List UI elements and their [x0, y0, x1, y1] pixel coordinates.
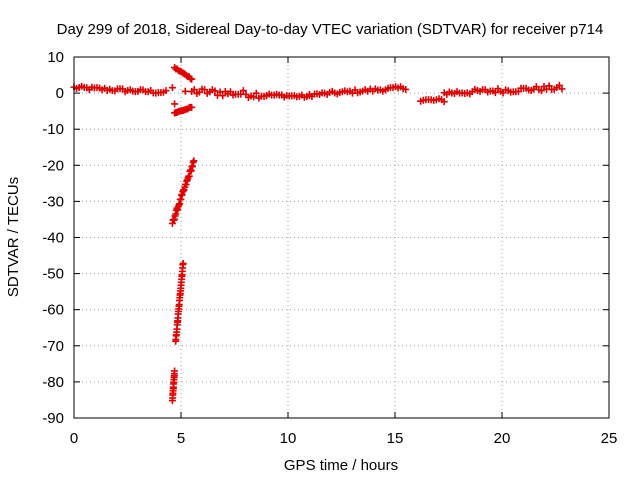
y-tick-label: -80: [42, 374, 64, 391]
chart-title: Day 299 of 2018, Sidereal Day-to-day VTE…: [57, 21, 604, 38]
data-point: [181, 87, 189, 95]
axis-ticks: 0 5 10 15 20 25 10 0 -10 -20 -30 -40 -50 -60 -70 -80 -90: [42, 49, 617, 447]
data-point: [211, 87, 219, 95]
x-tick-label: 5: [177, 430, 185, 447]
y-tick-label: -40: [42, 230, 64, 247]
data-point: [491, 89, 499, 97]
data-point: [239, 87, 247, 95]
y-axis-label: SDTVAR / TECUs: [5, 177, 22, 297]
data-point: [171, 100, 179, 108]
data-point: [179, 259, 187, 267]
y-tick-label: -10: [42, 121, 64, 138]
data-point: [252, 89, 260, 97]
x-tick-label: 15: [387, 430, 404, 447]
data-point: [545, 82, 553, 90]
y-tick-label: 10: [47, 49, 64, 66]
x-axis-label: GPS time / hours: [284, 457, 398, 474]
data-point: [162, 87, 170, 95]
grid: [74, 57, 609, 418]
data-point: [190, 157, 198, 165]
y-tick-label: -60: [42, 302, 64, 319]
data-point: [219, 92, 227, 100]
data-point: [201, 86, 209, 94]
y-tick-label: -30: [42, 193, 64, 210]
data-point: [558, 85, 566, 93]
x-tick-label: 20: [494, 430, 511, 447]
data-point: [168, 84, 176, 92]
data-point: [171, 367, 179, 375]
data-point: [402, 85, 410, 93]
data-point: [440, 98, 448, 106]
data-points: [70, 63, 566, 405]
data-point: [188, 103, 196, 111]
data-point: [555, 81, 563, 89]
x-tick-label: 0: [70, 430, 78, 447]
data-point: [188, 75, 196, 83]
y-tick-label: -90: [42, 410, 64, 427]
data-point: [250, 93, 258, 101]
x-tick-label: 25: [601, 430, 618, 447]
y-tick-label: -50: [42, 266, 64, 283]
x-tick-label: 10: [280, 430, 297, 447]
y-tick-label: 0: [56, 85, 64, 102]
y-tick-label: -20: [42, 157, 64, 174]
y-tick-label: -70: [42, 338, 64, 355]
data-point: [537, 87, 545, 95]
data-point: [190, 86, 198, 94]
